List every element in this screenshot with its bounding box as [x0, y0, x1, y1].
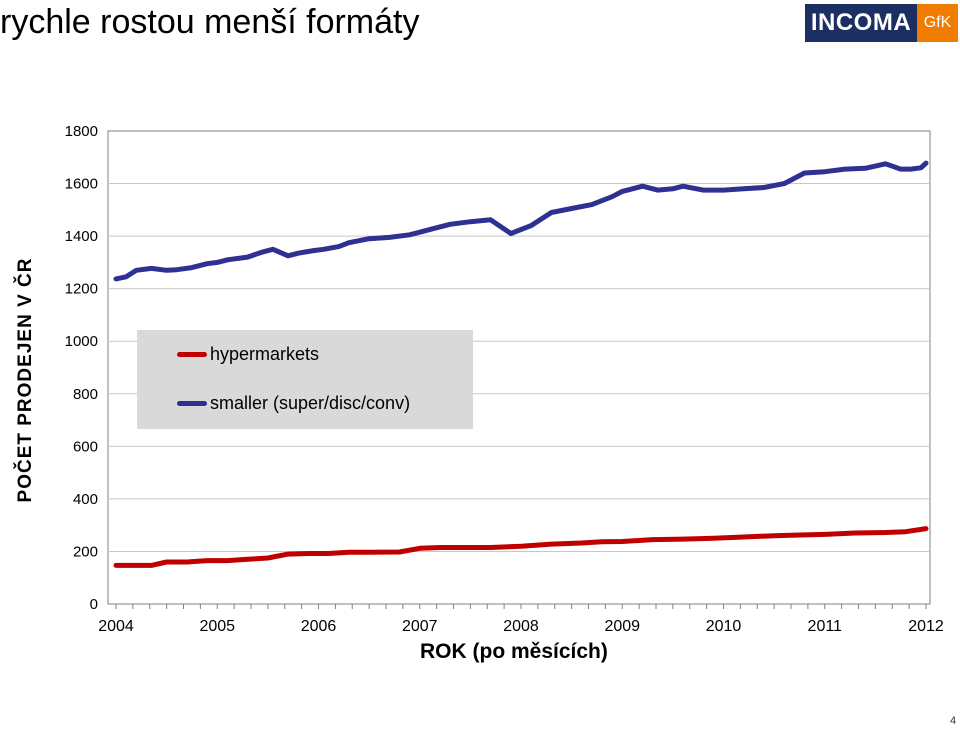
x-tick-label: 2006 — [301, 618, 337, 635]
series-line-hypermarkets — [113, 526, 929, 568]
page-number: 4 — [950, 715, 957, 727]
legend-swatch-hypermarkets — [177, 351, 207, 357]
series-line-smaller — [113, 160, 929, 282]
legend-label-hypermarkets: hypermarkets — [210, 343, 320, 364]
incoma-gfk-logo: INCOMA GfK — [805, 4, 958, 42]
y-tick-label: 1200 — [65, 281, 98, 298]
y-tick-label: 1400 — [65, 228, 98, 245]
x-tick-label: 2008 — [503, 618, 539, 635]
y-tick-label: 400 — [73, 491, 98, 508]
y-tick-label: 800 — [73, 386, 98, 403]
legend-item-hypermarkets: hypermarkets — [177, 344, 319, 364]
slide-title: rychle rostou menší formáty — [0, 3, 420, 41]
legend: hypermarkets smaller (super/disc/conv) — [137, 330, 473, 429]
y-tick-label: 1000 — [65, 333, 98, 350]
x-tick-label: 2005 — [199, 618, 235, 635]
x-tick-label: 2004 — [98, 618, 134, 635]
y-tick-label: 1600 — [65, 176, 98, 193]
legend-swatch-smaller — [177, 400, 207, 406]
x-axis-label: ROK (po měsících) — [420, 640, 608, 663]
logo-gfk: GfK — [917, 4, 958, 42]
x-tick-label: 2010 — [706, 618, 742, 635]
x-tick-label: 2012 — [908, 618, 944, 635]
x-tick-label: 2007 — [402, 618, 438, 635]
y-axis-label: POČET PRODEJEN V ČR — [15, 257, 36, 503]
x-tick-label: 2009 — [604, 618, 640, 635]
logo-incoma: INCOMA — [805, 4, 917, 42]
y-tick-label: 600 — [73, 438, 98, 455]
x-tick-label: 2011 — [808, 618, 843, 635]
y-tick-label: 0 — [90, 596, 98, 613]
legend-item-smaller: smaller (super/disc/conv) — [177, 393, 410, 413]
y-tick-label: 1800 — [65, 123, 98, 140]
legend-label-smaller: smaller (super/disc/conv) — [210, 392, 411, 413]
y-tick-label: 200 — [73, 543, 98, 560]
